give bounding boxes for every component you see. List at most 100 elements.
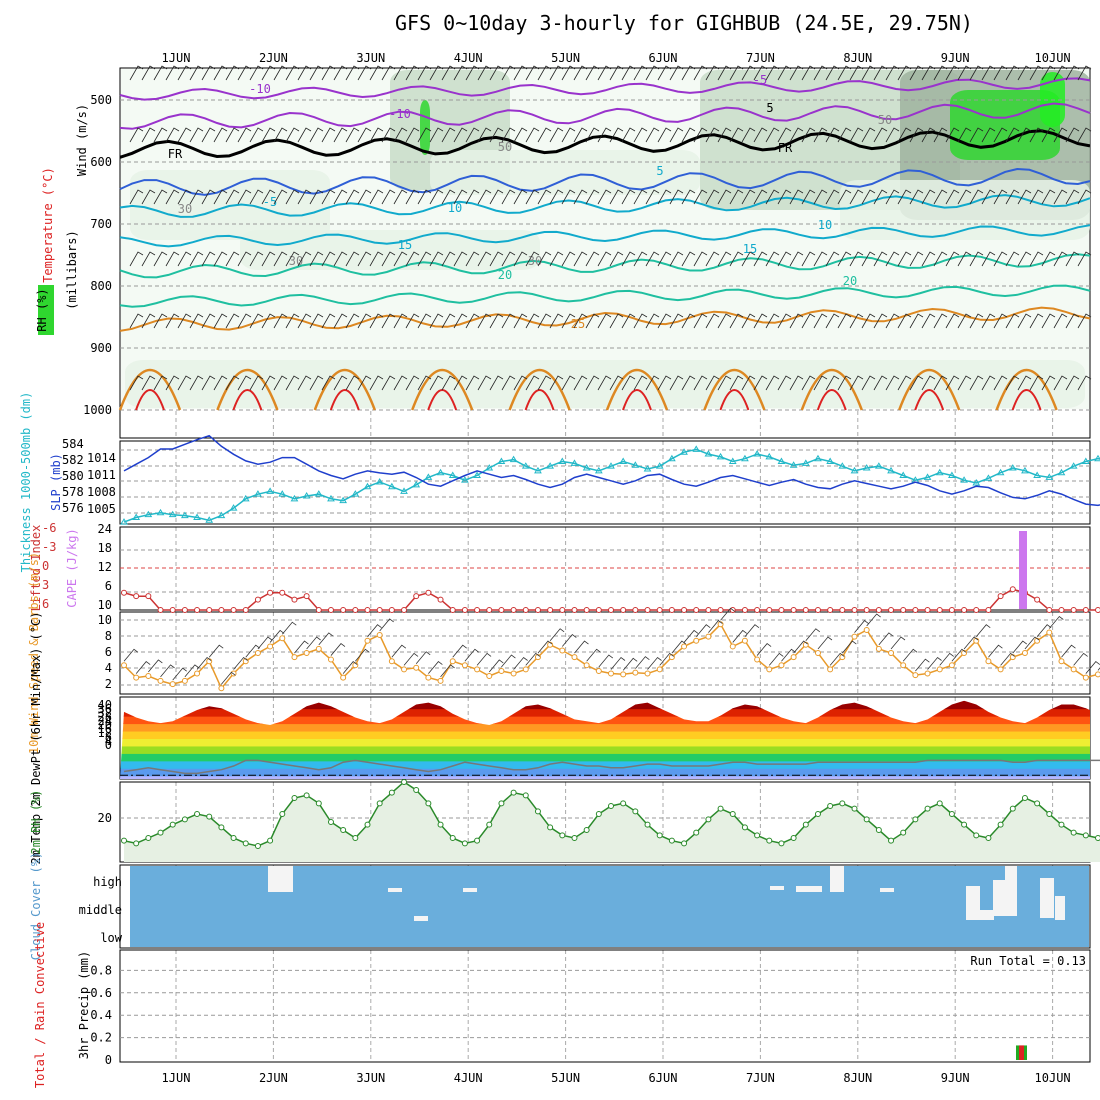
contour-label: 25 (571, 317, 585, 331)
side-label: CAPE (J/kg) (65, 528, 79, 607)
thickness-point (643, 465, 652, 472)
cape-point (194, 607, 201, 613)
wind10-point (997, 666, 1004, 673)
wind-barb (261, 189, 276, 205)
side-label: 2m Temp 2m DewPt (6hr Min/Max) (°C) (29, 612, 43, 865)
thickness-point (436, 468, 445, 476)
temp-tick: 32 (98, 706, 112, 720)
wind-barb (1077, 189, 1092, 205)
cape-point (608, 607, 614, 613)
wind-barb (765, 375, 780, 391)
wind-barb (417, 375, 432, 391)
thickness-tick: 582 (62, 453, 84, 467)
wind10-barb (610, 656, 626, 670)
rh-shading (950, 90, 1060, 160)
pressure-tick-label: 500 (90, 93, 112, 107)
rh2m-point (802, 821, 809, 828)
wind-barb (345, 189, 360, 205)
wind10-point (498, 668, 505, 675)
cape-point (620, 607, 627, 613)
wind-barb (837, 251, 852, 267)
rh2m-point (352, 835, 359, 841)
wind-barb (393, 375, 408, 391)
wind-barb (789, 65, 804, 81)
wind-barb (741, 375, 756, 391)
thickness-point (387, 482, 396, 490)
wind-barb (393, 251, 408, 267)
wind-barb (309, 313, 324, 329)
wind-barb (321, 251, 336, 267)
precip-tick: 0.4 (90, 1008, 112, 1022)
rh2m-point (133, 840, 140, 847)
wind-barb (489, 127, 504, 143)
cape-point (1058, 607, 1065, 613)
wind-barb (741, 127, 756, 143)
wind-barb (993, 313, 1008, 329)
wind-barb (477, 375, 492, 391)
wind-barb (285, 65, 300, 81)
temp-tick: 16 (98, 722, 112, 736)
wind-barb (177, 313, 192, 329)
wind-barb (777, 375, 792, 391)
slp-tick: 1011 (87, 468, 116, 482)
wind-barb (981, 189, 996, 205)
wind-barb (585, 127, 600, 143)
wind-barb (1053, 251, 1068, 267)
wind-barb (609, 251, 624, 267)
cape-point (534, 607, 541, 613)
rh2m-point (194, 811, 201, 817)
isotherm-35-dome (232, 389, 263, 411)
wind-barb (249, 127, 264, 143)
wind-barb (1017, 375, 1032, 391)
dewpoint-line (123, 759, 1100, 775)
cape-point (681, 607, 688, 613)
wind-barb (237, 127, 252, 143)
wind-barb (285, 375, 300, 391)
cape-point (303, 593, 310, 600)
temp-tick: 36 (98, 702, 112, 716)
wind10-point (985, 658, 992, 665)
wind-barb (465, 65, 480, 81)
rh2m-point (206, 813, 213, 820)
temp-band (120, 745, 1090, 754)
cape-panel: -6 -3 0 3 6 24 18 12 6 10 (42, 521, 1100, 613)
wind10-barb (1085, 661, 1100, 674)
wind-barb (621, 375, 636, 391)
wind-barb (909, 189, 924, 205)
wind10-point (413, 664, 420, 671)
side-label: 2m RH (%) (29, 789, 43, 854)
thickness-point (899, 471, 908, 479)
rh2m-point (571, 835, 578, 841)
side-label: Thickness 1000-500mb (dm) (19, 392, 33, 573)
wind-barb (369, 189, 384, 205)
cloud-gap (388, 888, 402, 892)
wind-barb (501, 65, 516, 81)
wind-barb (561, 251, 576, 267)
wind-barb (657, 189, 672, 205)
cape-point (474, 607, 481, 613)
wind-barb (177, 127, 192, 143)
wind-barb (645, 375, 660, 391)
run-total: Run Total = 0.13 (970, 954, 1086, 968)
thickness-point (741, 454, 749, 462)
rh2m-point (364, 821, 371, 828)
wind10-barb (768, 652, 784, 666)
cape-bar (1019, 531, 1027, 609)
wind-barb (681, 127, 696, 143)
wind10-barb (756, 643, 772, 656)
wind10-point (1082, 674, 1089, 681)
wind-barb (309, 375, 324, 391)
rh2m-point (449, 835, 456, 841)
wind-barb (993, 375, 1008, 391)
wind-barb (261, 251, 276, 267)
pressure-tick-label: 600 (90, 155, 112, 169)
wind-barb (225, 251, 240, 267)
rh2m-point (425, 800, 432, 807)
wind-barb (189, 65, 204, 81)
wind-barb (525, 251, 540, 267)
wind10-barb (854, 620, 869, 633)
wind-barb (669, 251, 684, 267)
wind-barb (261, 313, 276, 329)
wind10-barb (659, 652, 674, 666)
wind-barb (849, 127, 864, 143)
